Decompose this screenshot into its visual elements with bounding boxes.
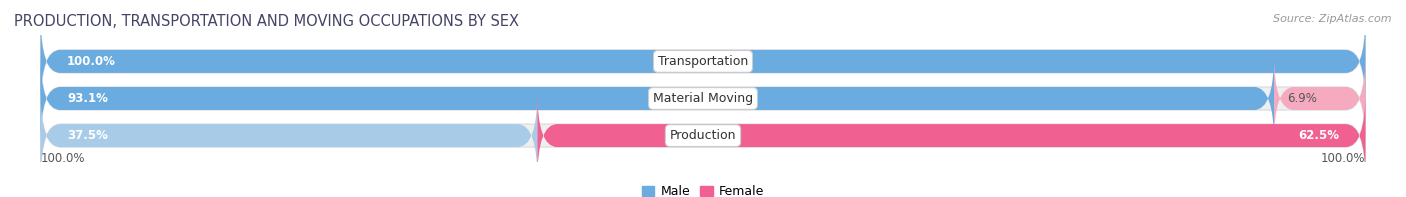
FancyBboxPatch shape (41, 91, 1365, 180)
Text: 6.9%: 6.9% (1288, 92, 1317, 105)
FancyBboxPatch shape (41, 54, 1274, 143)
Text: PRODUCTION, TRANSPORTATION AND MOVING OCCUPATIONS BY SEX: PRODUCTION, TRANSPORTATION AND MOVING OC… (14, 14, 519, 29)
FancyBboxPatch shape (41, 91, 537, 180)
Text: Production: Production (669, 129, 737, 142)
FancyBboxPatch shape (41, 17, 1365, 106)
FancyBboxPatch shape (537, 91, 1365, 180)
Text: 62.5%: 62.5% (1298, 129, 1339, 142)
Text: 100.0%: 100.0% (67, 55, 115, 68)
Legend: Male, Female: Male, Female (637, 180, 769, 197)
Text: Source: ZipAtlas.com: Source: ZipAtlas.com (1274, 14, 1392, 24)
FancyBboxPatch shape (1274, 54, 1365, 143)
Text: 100.0%: 100.0% (1322, 152, 1365, 165)
FancyBboxPatch shape (41, 54, 1365, 143)
Text: 37.5%: 37.5% (67, 129, 108, 142)
FancyBboxPatch shape (41, 17, 1365, 106)
Text: 93.1%: 93.1% (67, 92, 108, 105)
Text: 100.0%: 100.0% (41, 152, 84, 165)
Text: Material Moving: Material Moving (652, 92, 754, 105)
Text: Transportation: Transportation (658, 55, 748, 68)
